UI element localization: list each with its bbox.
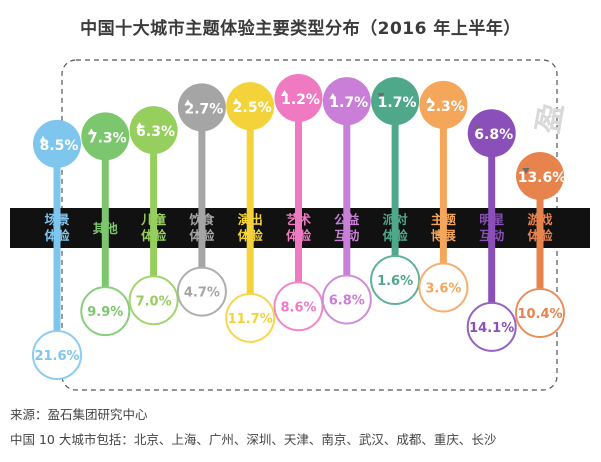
category-label-0-1: 体验 (44, 228, 70, 243)
category-label-6-0: 公益 (334, 212, 360, 227)
stick-9 (488, 133, 496, 327)
bottom-value-label-1: 9.9% (87, 305, 123, 320)
stick-2 (150, 130, 158, 301)
top-value-label-5: 1.2% (281, 92, 320, 108)
top-circle-8 (419, 80, 468, 129)
chart-title: 中国十大城市主题体验主要类型分布（2016 年上半年） (80, 19, 521, 39)
change-arrow-6 (329, 93, 337, 100)
stick-3 (198, 107, 206, 292)
category-label-10-1: 体验 (527, 228, 553, 243)
bottom-value-label-7: 1.6% (377, 274, 413, 289)
stick-0 (53, 143, 61, 355)
top-circle-2 (129, 106, 178, 155)
bottom-value-label-2: 7.0% (136, 294, 172, 309)
stick-8 (439, 104, 447, 288)
bottom-circle-2 (128, 275, 179, 326)
top-circle-7 (371, 77, 420, 126)
change-arrow-0 (39, 135, 47, 142)
top-circle-3 (177, 83, 226, 132)
change-arrow-2 (136, 122, 144, 129)
bottom-value-label-9: 14.1% (469, 321, 514, 336)
bottom-circle-0 (32, 330, 82, 380)
stick-7 (391, 101, 399, 280)
bottom-value-label-5: 8.6% (280, 300, 316, 315)
category-label-6-1: 互动 (334, 228, 360, 243)
change-arrow-4 (232, 98, 240, 105)
change-arrow-1 (87, 128, 95, 135)
source-note: 来源：盈石集团研究中心 (10, 407, 148, 422)
category-label-2-0: 儿童 (140, 212, 167, 227)
top-value-label-1: 7.3% (88, 130, 127, 146)
top-value-label-2: 6.3% (136, 124, 175, 140)
bottom-value-label-0: 21.6% (34, 349, 79, 364)
stick-4 (246, 106, 254, 318)
category-label-7-0: 派对 (383, 212, 409, 227)
top-value-label-9: 6.8% (474, 127, 513, 143)
top-value-label-0: 8.5% (40, 138, 79, 154)
bottom-value-label-3: 4.7% (184, 286, 220, 301)
category-label-9-1: 互动 (479, 228, 505, 243)
stick-1 (101, 136, 109, 312)
bottom-circle-4 (225, 292, 276, 343)
stick-10 (536, 176, 544, 313)
category-label-4-0: 演出 (238, 212, 263, 227)
bottom-value-label-8: 3.6% (425, 282, 461, 297)
change-arrow-3 (184, 99, 192, 106)
category-label-8-1: 博展 (431, 228, 457, 243)
stick-6 (343, 101, 351, 300)
bottom-value-label-6: 6.8% (329, 294, 365, 309)
change-arrow-10 (522, 168, 530, 174)
top-value-label-10: 13.6% (518, 170, 567, 186)
watermark: 盈 (531, 101, 571, 137)
top-circle-0 (33, 119, 81, 168)
change-arrow-5 (281, 90, 288, 96)
category-label-8-0: 主题 (431, 212, 457, 227)
top-value-label-6: 1.7% (329, 95, 368, 111)
bottom-circle-6 (321, 274, 372, 325)
top-circle-6 (322, 77, 371, 126)
top-circle-9 (467, 109, 516, 158)
bottom-value-label-4: 11.7% (228, 312, 273, 327)
change-arrow-8 (425, 96, 433, 103)
top-value-label-7: 1.7% (378, 95, 417, 111)
bottom-circle-7 (370, 255, 421, 305)
top-circle-1 (81, 112, 130, 161)
top-value-label-8: 2.3% (426, 99, 465, 115)
bottom-circle-10 (515, 288, 565, 338)
category-label-1-0: 其他 (93, 221, 119, 236)
category-label-0-0: 场景 (44, 212, 70, 227)
category-label-7-1: 体验 (383, 228, 409, 243)
category-label-4-1: 体验 (238, 228, 264, 243)
change-arrow-7 (377, 93, 385, 100)
category-label-5-1: 体验 (286, 228, 312, 243)
top-circle-4 (226, 82, 275, 131)
category-label-3-0: 饮食 (188, 212, 215, 227)
bottom-circle-5 (273, 281, 324, 332)
top-value-label-3: 2.7% (184, 101, 223, 117)
category-label-5-0: 艺术 (286, 212, 312, 227)
bottom-circle-1 (80, 286, 131, 337)
bottom-circle-3 (176, 266, 227, 317)
category-label-9-0: 明星 (479, 212, 504, 227)
top-circle-5 (274, 74, 323, 122)
bottom-circle-9 (466, 301, 517, 352)
bottom-value-label-10: 10.4% (517, 307, 562, 322)
bottom-circle-8 (418, 262, 469, 313)
category-label-3-1: 体验 (189, 228, 215, 243)
category-label-2-1: 体验 (141, 228, 167, 243)
cities-note: 中国 10 大城市包括：北京、上海、广州、深圳、天津、南京、武汉、成都、重庆、长… (10, 432, 497, 447)
category-label-10-0: 游戏 (527, 212, 553, 227)
stick-5 (295, 98, 302, 307)
change-arrow-9 (474, 125, 482, 132)
top-circle-10 (516, 152, 564, 200)
top-value-label-4: 2.5% (233, 100, 272, 116)
